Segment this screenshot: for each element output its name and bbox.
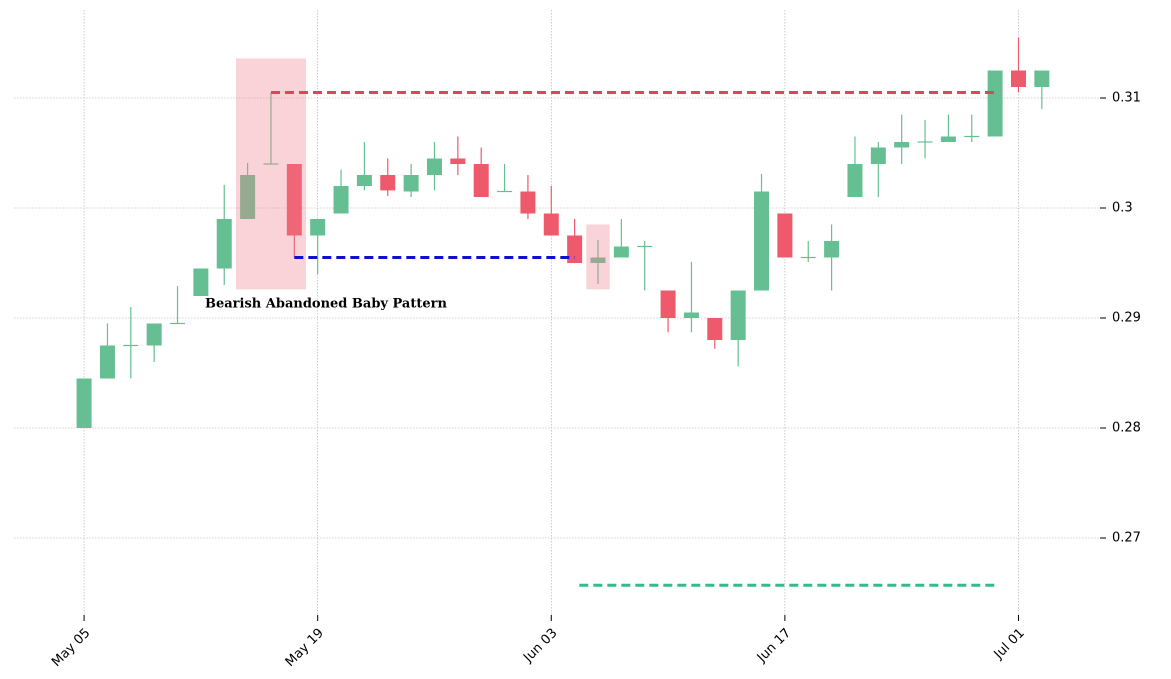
- pattern-label: Bearish Abandoned Baby Pattern: [205, 297, 447, 312]
- candle-body: [76, 378, 92, 428]
- y-tick-label: 0.29: [1112, 311, 1141, 326]
- candle-body: [940, 136, 956, 142]
- candle-body: [567, 235, 583, 263]
- candle-body: [707, 318, 723, 340]
- candle-body: [310, 219, 326, 236]
- candle-body: [870, 147, 886, 164]
- candle-body: [403, 175, 419, 192]
- candle-body: [754, 191, 770, 291]
- x-tick-label: Jun 17: [754, 626, 794, 666]
- x-tick-label: Jul 01: [991, 626, 1028, 663]
- candle-body: [286, 164, 302, 236]
- x-tick-label: Jun 03: [520, 626, 560, 666]
- pattern-highlight: [235, 58, 306, 290]
- candle-body: [426, 158, 442, 175]
- x-tick-label: May 19: [283, 626, 327, 670]
- candle-body: [240, 175, 256, 219]
- candle-body: [847, 164, 863, 197]
- candle-body: [216, 219, 232, 269]
- candle-body: [683, 312, 699, 318]
- pattern-highlight: [586, 224, 610, 290]
- y-tick-label: 0.28: [1112, 421, 1141, 436]
- candle-body: [333, 186, 349, 214]
- x-tick-label: May 05: [49, 626, 93, 670]
- candle-body: [543, 213, 559, 236]
- y-tick-label: 0.31: [1112, 91, 1141, 106]
- candle-body: [1034, 70, 1050, 87]
- candle-body: [1010, 70, 1026, 87]
- candle-body: [660, 290, 676, 318]
- candle-body: [987, 70, 1003, 137]
- candle-body: [520, 191, 536, 214]
- candle-body: [356, 175, 372, 186]
- candle-body: [777, 213, 793, 258]
- candle-body: [590, 257, 606, 263]
- candle-body: [450, 158, 466, 164]
- candle-body: [894, 142, 910, 148]
- y-tick-label: 0.27: [1112, 531, 1141, 546]
- candle-body: [193, 268, 209, 296]
- candle-body: [730, 290, 746, 340]
- candle-body: [146, 323, 162, 346]
- y-tick-label: 0.3: [1112, 201, 1133, 216]
- candle-body: [380, 175, 396, 191]
- candle-body: [613, 246, 629, 258]
- candle-body: [99, 345, 115, 379]
- candle-body: [824, 241, 840, 258]
- candle-body: [473, 164, 489, 197]
